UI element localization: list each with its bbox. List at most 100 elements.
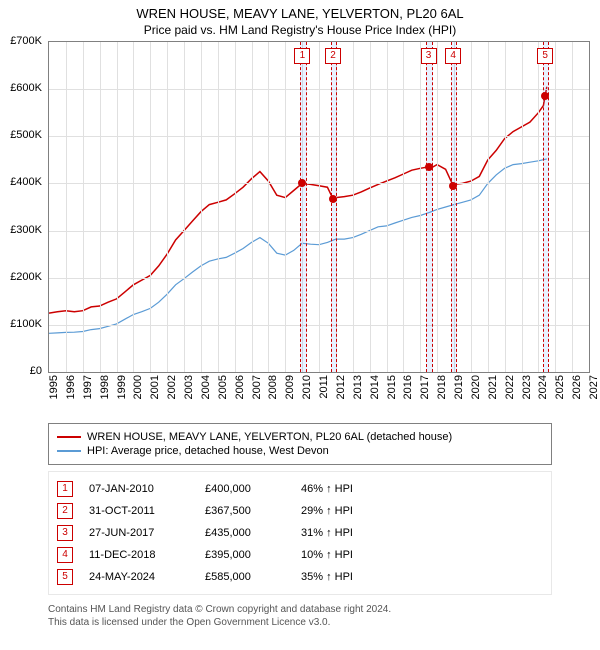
sale-flag: 3 — [421, 48, 437, 64]
sales-row: 1 07-JAN-2010 £400,000 46% ↑ HPI — [57, 478, 543, 500]
sales-row-flag: 3 — [57, 525, 73, 541]
sales-row-price: £585,000 — [205, 571, 285, 583]
gridline-v — [201, 42, 202, 372]
sales-row: 231-OCT-2011£367,50029% ↑ HPI — [57, 500, 543, 522]
sales-row-diff: 46% ↑ HPI — [301, 483, 401, 495]
sales-row-date: 11-DEC-2018 — [89, 549, 189, 561]
legend-label: WREN HOUSE, MEAVY LANE, YELVERTON, PL20 … — [87, 431, 452, 443]
x-tick-label: 2022 — [504, 375, 516, 415]
sales-table: 1 07-JAN-2010 £400,000 46% ↑ HPI 231-OCT-201… — [48, 471, 552, 595]
x-axis-labels: 1995199619971998199920002001200220032004… — [48, 373, 590, 415]
x-tick-label: 2026 — [571, 375, 583, 415]
x-tick-label: 2007 — [251, 375, 263, 415]
sales-row: 524-MAY-2024£585,00035% ↑ HPI — [57, 566, 543, 588]
legend-swatch — [57, 450, 81, 452]
y-tick-label: £200K — [10, 271, 42, 283]
x-tick-label: 2005 — [217, 375, 229, 415]
sales-row-diff: 10% ↑ HPI — [301, 549, 401, 561]
gridline-v — [83, 42, 84, 372]
sale-flag: 1 — [294, 48, 310, 64]
x-tick-label: 2019 — [453, 375, 465, 415]
gridline-v — [150, 42, 151, 372]
sale-dot — [329, 195, 337, 203]
y-tick-label: £600K — [10, 82, 42, 94]
sale-flag: 4 — [445, 48, 461, 64]
sale-flag: 2 — [325, 48, 341, 64]
gridline-v — [370, 42, 371, 372]
x-tick-label: 2014 — [369, 375, 381, 415]
y-tick-label: £400K — [10, 176, 42, 188]
sales-row-date: 07-JAN-2010 — [89, 483, 189, 495]
footer-line2: This data is licensed under the Open Gov… — [48, 616, 552, 629]
gridline-v — [420, 42, 421, 372]
sale-dot — [425, 163, 433, 171]
x-tick-label: 1997 — [82, 375, 94, 415]
gridline-v — [538, 42, 539, 372]
y-axis-labels: £0£100K£200K£300K£400K£500K£600K£700K — [0, 41, 46, 371]
x-tick-label: 2018 — [436, 375, 448, 415]
sales-row: 411-DEC-2018£395,00010% ↑ HPI — [57, 544, 543, 566]
sale-band — [451, 42, 457, 372]
gridline-v — [505, 42, 506, 372]
sales-row-diff: 31% ↑ HPI — [301, 527, 401, 539]
x-tick-label: 2009 — [284, 375, 296, 415]
y-tick-label: £100K — [10, 318, 42, 330]
sales-row-flag: 1 — [57, 481, 73, 497]
x-tick-label: 1999 — [116, 375, 128, 415]
x-tick-label: 2015 — [386, 375, 398, 415]
chart-subtitle: Price paid vs. HM Land Registry's House … — [0, 21, 600, 41]
legend-item: WREN HOUSE, MEAVY LANE, YELVERTON, PL20 … — [57, 430, 543, 444]
gridline-v — [268, 42, 269, 372]
x-tick-label: 2025 — [554, 375, 566, 415]
gridline-v — [471, 42, 472, 372]
sale-band — [300, 42, 306, 372]
series-line — [49, 87, 547, 313]
x-tick-label: 1998 — [99, 375, 111, 415]
sales-row-price: £435,000 — [205, 527, 285, 539]
gridline-v — [133, 42, 134, 372]
y-tick-label: £500K — [10, 129, 42, 141]
gridline-v — [235, 42, 236, 372]
gridline-v — [353, 42, 354, 372]
x-tick-label: 2017 — [419, 375, 431, 415]
y-tick-label: £300K — [10, 224, 42, 236]
gridline-v — [437, 42, 438, 372]
gridline-v — [572, 42, 573, 372]
legend-item: HPI: Average price, detached house, West… — [57, 444, 543, 458]
legend: WREN HOUSE, MEAVY LANE, YELVERTON, PL20 … — [48, 423, 552, 465]
footer-attribution: Contains HM Land Registry data © Crown c… — [48, 603, 552, 629]
x-tick-label: 2000 — [132, 375, 144, 415]
gridline-v — [319, 42, 320, 372]
sales-row-flag: 4 — [57, 547, 73, 563]
legend-swatch — [57, 436, 81, 438]
sale-flag: 5 — [537, 48, 553, 64]
sales-row: 3 27-JUN-2017 £435,000 31% ↑ HPI — [57, 522, 543, 544]
sales-row-flag: 5 — [57, 569, 73, 585]
sales-row-price: £367,500 — [205, 505, 285, 517]
gridline-v — [555, 42, 556, 372]
gridline-v — [184, 42, 185, 372]
chart-container: WREN HOUSE, MEAVY LANE, YELVERTON, PL20 … — [0, 0, 600, 650]
x-tick-label: 2008 — [267, 375, 279, 415]
chart-title: WREN HOUSE, MEAVY LANE, YELVERTON, PL20 … — [0, 0, 600, 21]
x-tick-label: 2006 — [234, 375, 246, 415]
x-tick-label: 2011 — [318, 375, 330, 415]
x-tick-label: 1995 — [48, 375, 60, 415]
sales-row-date: 27-JUN-2017 — [89, 527, 189, 539]
x-tick-label: 2004 — [200, 375, 212, 415]
sales-row-date: 24-MAY-2024 — [89, 571, 189, 583]
gridline-v — [100, 42, 101, 372]
gridline-v — [403, 42, 404, 372]
sale-band — [331, 42, 337, 372]
x-tick-label: 1996 — [65, 375, 77, 415]
x-tick-label: 2016 — [402, 375, 414, 415]
x-tick-label: 2023 — [521, 375, 533, 415]
gridline-v — [66, 42, 67, 372]
y-tick-label: £0 — [30, 365, 42, 377]
x-tick-label: 2020 — [470, 375, 482, 415]
gridline-v — [117, 42, 118, 372]
gridline-v — [218, 42, 219, 372]
x-tick-label: 2027 — [588, 375, 600, 415]
x-tick-label: 2003 — [183, 375, 195, 415]
sales-row-price: £400,000 — [205, 483, 285, 495]
